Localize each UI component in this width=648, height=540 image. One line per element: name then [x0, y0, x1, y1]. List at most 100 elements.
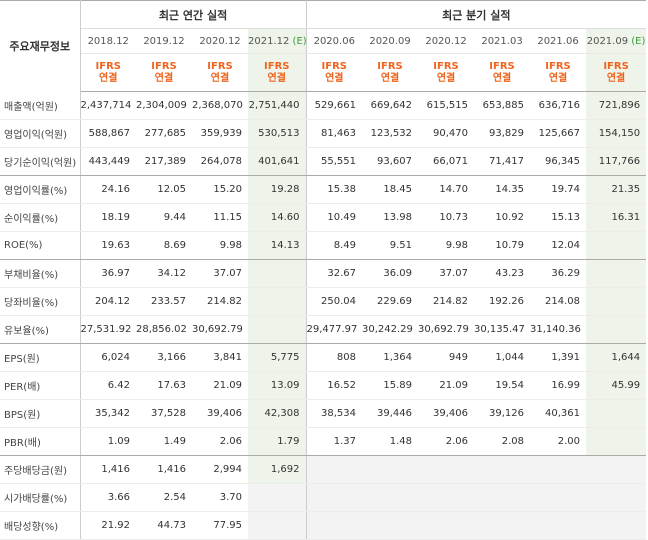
table-cell: 2,304,009	[136, 91, 192, 120]
table-cell: 24.16	[80, 175, 136, 204]
row-label: 매출액(억원)	[0, 91, 81, 120]
ifrs-label: IFRS	[95, 60, 121, 72]
table-cell: 90,470	[418, 119, 475, 148]
table-cell: 10.73	[418, 203, 475, 232]
table-cell: 808	[306, 343, 363, 372]
table-cell: 37,528	[136, 399, 192, 428]
table-cell: 8.69	[136, 231, 192, 260]
table-cell	[474, 455, 531, 484]
consolidated-label: 연결	[436, 72, 456, 84]
table-cell: 1.48	[362, 427, 419, 456]
row-label: ROE(%)	[0, 231, 81, 260]
row-label: EPS(원)	[0, 343, 81, 372]
table-cell: 71,417	[474, 147, 531, 176]
table-cell: 77.95	[192, 511, 248, 540]
table-cell: 39,406	[418, 399, 475, 428]
table-cell: 30,242.29	[362, 315, 419, 344]
table-cell: 10.49	[306, 203, 363, 232]
column-date-label: 2021.12	[248, 35, 290, 47]
table-row: 영업이익률(%) 24.16 12.05 15.20 19.28 15.38 18.45 14…	[0, 175, 647, 204]
ifrs-label: IFRS	[377, 60, 403, 72]
table-cell: 96,345	[530, 147, 587, 176]
table-cell: 3,841	[192, 343, 248, 372]
ifrs-badge: IFRS 연결	[586, 53, 647, 92]
table-cell	[362, 483, 419, 512]
table-cell: 81,463	[306, 119, 363, 148]
table-cell: 66,071	[418, 147, 475, 176]
ifrs-badge: IFRS 연결	[306, 53, 363, 92]
table-cell: 9.98	[192, 231, 248, 260]
table-cell: 1,416	[136, 455, 192, 484]
column-date-label: 2020.12	[425, 35, 467, 47]
table-cell: 9.51	[362, 231, 419, 260]
column-date-label: 2020.09	[369, 35, 411, 47]
column-date: 2020.12	[192, 28, 248, 54]
row-label: BPS(원)	[0, 399, 81, 428]
column-date: 2021.06	[530, 28, 587, 54]
table-cell: 31,140.36	[530, 315, 587, 344]
table-cell: 19.74	[530, 175, 587, 204]
table-cell: 1.49	[136, 427, 192, 456]
table-cell: 277,685	[136, 119, 192, 148]
row-label: 유보율(%)	[0, 315, 81, 344]
table-row: 순이익률(%) 18.19 9.44 11.15 14.60 10.49 13.98 10.7…	[0, 203, 647, 232]
table-cell: 214.82	[192, 287, 248, 316]
table-cell: 2.00	[530, 427, 587, 456]
table-row: 영업이익(억원) 588,867 277,685 359,939 530,513 81,4…	[0, 119, 647, 148]
ifrs-label: IFRS	[433, 60, 459, 72]
table-cell: 401,641	[248, 147, 307, 176]
table-cell: 35,342	[80, 399, 136, 428]
table-cell	[248, 315, 307, 344]
ifrs-label: IFRS	[545, 60, 571, 72]
table-cell: 14.13	[248, 231, 307, 260]
table-cell	[362, 455, 419, 484]
table-cell: 117,766	[586, 147, 647, 176]
table-cell: 669,642	[362, 91, 419, 120]
table-cell: 12.05	[136, 175, 192, 204]
column-date-label: 2020.06	[313, 35, 355, 47]
table-cell	[474, 511, 531, 540]
quarter-title: 최근 분기 실적	[306, 0, 647, 29]
table-cell: 21.35	[586, 175, 647, 204]
table-cell	[248, 287, 307, 316]
table-cell: 44.73	[136, 511, 192, 540]
table-cell: 21.09	[418, 371, 475, 400]
table-cell: 653,885	[474, 91, 531, 120]
table-cell: 10.79	[474, 231, 531, 260]
table-cell: 27,531.92	[80, 315, 136, 344]
ifrs-badge: IFRS 연결	[474, 53, 531, 92]
table-cell: 154,150	[586, 119, 647, 148]
table-cell	[418, 511, 475, 540]
table-cell: 1.37	[306, 427, 363, 456]
table-row: 유보율(%) 27,531.92 28,856.02 30,692.79 29,477.…	[0, 315, 647, 344]
table-cell: 636,716	[530, 91, 587, 120]
table-row: 시가배당률(%) 3.66 2.54 3.70	[0, 483, 647, 512]
column-date-label: 2021.06	[537, 35, 579, 47]
column-date: 2019.12	[136, 28, 192, 54]
table-cell: 45.99	[586, 371, 647, 400]
table-cell: 37.07	[418, 259, 475, 288]
consolidated-label: 연결	[380, 72, 400, 84]
table-cell: 34.12	[136, 259, 192, 288]
table-cell: 38,534	[306, 399, 363, 428]
column-date: 2020.12	[418, 28, 475, 54]
row-label: 영업이익(억원)	[0, 119, 81, 148]
table-cell: 39,446	[362, 399, 419, 428]
consolidated-label: 연결	[154, 72, 174, 84]
consolidated-label: 연결	[99, 72, 118, 84]
table-cell	[586, 259, 647, 288]
estimate-mark: (E)	[631, 35, 646, 47]
table-cell: 250.04	[306, 287, 363, 316]
table-cell: 5,775	[248, 343, 307, 372]
ifrs-label: IFRS	[603, 60, 629, 72]
table-cell: 123,532	[362, 119, 419, 148]
column-date-label: 2019.12	[143, 35, 185, 47]
column-date: 2021.09 (E)	[586, 28, 647, 54]
table-cell: 3.70	[192, 483, 248, 512]
table-row: 당좌비율(%) 204.12 233.57 214.82 250.04 229.69 214…	[0, 287, 647, 316]
table-cell: 2,368,070	[192, 91, 248, 120]
table-cell: 1,391	[530, 343, 587, 372]
table-cell: 16.31	[586, 203, 647, 232]
row-label: 당좌비율(%)	[0, 287, 81, 316]
table-row: 부채비율(%) 36.97 34.12 37.07 32.67 36.09 37.07 43.…	[0, 259, 647, 288]
